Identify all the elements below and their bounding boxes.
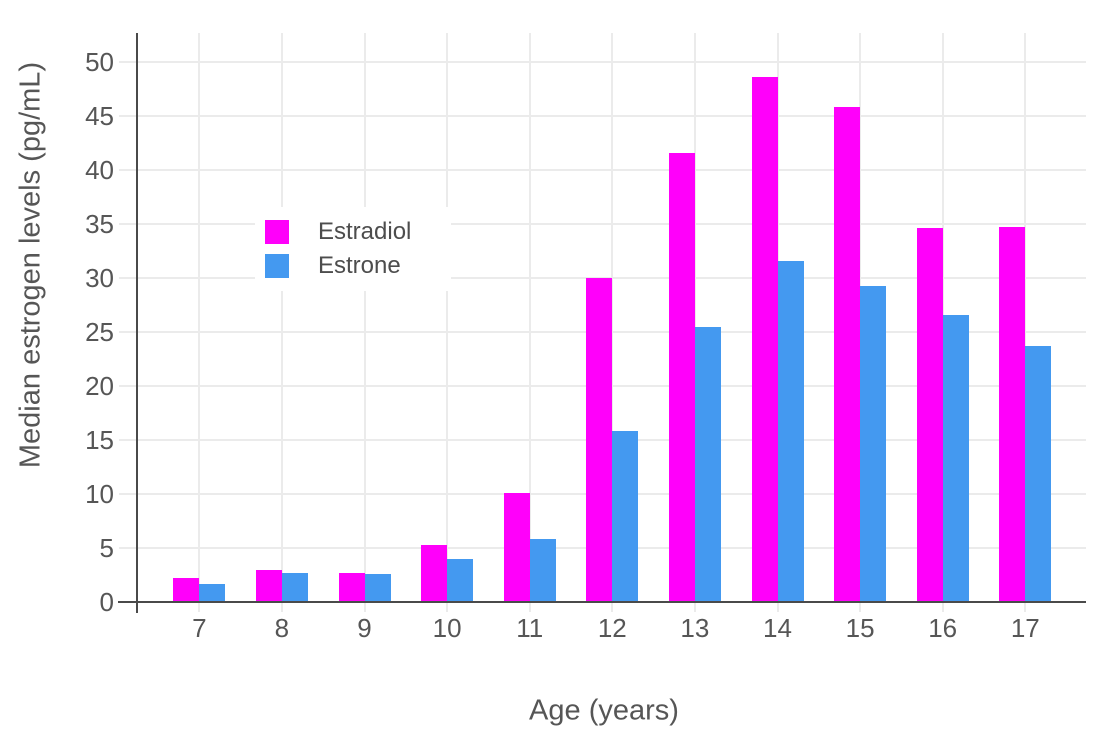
bar-estradiol-10[interactable] <box>421 545 448 602</box>
y-tick-label-0: 0 <box>99 587 114 617</box>
x-gridline-12 <box>611 33 614 602</box>
x-axis-line <box>118 601 1086 603</box>
bar-estradiol-15[interactable] <box>834 107 861 602</box>
bar-estrone-12[interactable] <box>612 431 639 602</box>
legend-swatch-estradiol-icon <box>265 220 289 244</box>
x-gridline-11 <box>528 33 531 602</box>
y-tick-label-10: 10 <box>85 479 114 510</box>
bar-estrone-8[interactable] <box>281 573 308 602</box>
y-tick-50 <box>119 61 137 64</box>
x-gridline-9 <box>363 33 366 602</box>
x-tick-9 <box>363 602 366 612</box>
y-tick-20 <box>119 385 137 388</box>
bar-estradiol-16[interactable] <box>916 228 943 602</box>
x-axis-title: Age (years) <box>529 694 679 727</box>
x-tick-12 <box>611 602 614 612</box>
y-tick-label-50: 50 <box>85 47 114 78</box>
x-tick-7 <box>198 602 201 612</box>
y-tick-30 <box>119 277 137 280</box>
bar-estrone-16[interactable] <box>942 315 969 602</box>
x-tick-13 <box>693 602 696 612</box>
y-axis-title: Median estrogen levels (pg/mL) <box>14 61 47 469</box>
legend-item-estrone[interactable]: Estrone <box>265 249 451 283</box>
bar-estradiol-17[interactable] <box>999 227 1026 602</box>
x-tick-label-17: 17 <box>1010 613 1040 643</box>
x-gridline-10 <box>446 33 449 602</box>
bar-estrone-11[interactable] <box>529 539 556 602</box>
y-tick-5 <box>119 547 137 550</box>
x-tick-17 <box>1024 602 1027 612</box>
x-tick-14 <box>776 602 779 612</box>
plot-area: 0 5 10 15 20 25 30 35 40 45 50 7 8 9 10 11 12 13 14 15 16 17 <box>85 33 1086 643</box>
bar-estrone-7[interactable] <box>199 584 226 602</box>
x-gridline-13 <box>693 33 696 602</box>
x-tick-16 <box>941 602 944 612</box>
bar-estrone-17[interactable] <box>1025 346 1052 602</box>
bar-estradiol-7[interactable] <box>173 578 200 602</box>
x-tick-15 <box>859 602 862 612</box>
x-tick-11 <box>528 602 531 612</box>
bar-estradiol-12[interactable] <box>586 278 613 602</box>
bar-estrone-9[interactable] <box>364 574 391 602</box>
bar-estrone-10[interactable] <box>447 559 474 602</box>
x-tick-label-7: 7 <box>192 613 207 643</box>
x-tick-label-16: 16 <box>928 613 958 643</box>
legend: Estradiol Estrone <box>255 207 451 291</box>
x-gridline-8 <box>280 33 283 602</box>
bar-estrone-15[interactable] <box>860 286 887 602</box>
bar-estrone-14[interactable] <box>777 261 804 602</box>
y-tick-10 <box>119 493 137 496</box>
x-tick-10 <box>446 602 449 612</box>
y-tick-label-45: 45 <box>85 101 114 132</box>
y-axis-line <box>136 33 138 613</box>
legend-label-estradiol: Estradiol <box>318 218 412 245</box>
bar-estradiol-14[interactable] <box>751 77 778 602</box>
x-tick-8 <box>280 602 283 612</box>
legend-swatch-estrone-icon <box>265 254 289 278</box>
y-tick-label-20: 20 <box>85 371 114 402</box>
y-tick-label-5: 5 <box>99 533 114 564</box>
y-tick-label-35: 35 <box>85 209 114 240</box>
x-gridline-17 <box>1024 33 1027 602</box>
y-tick-35 <box>119 223 137 226</box>
x-tick-label-10: 10 <box>432 613 462 643</box>
x-gridline-7 <box>198 33 201 602</box>
x-tick-label-11: 11 <box>516 613 544 643</box>
bar-estradiol-9[interactable] <box>338 573 365 602</box>
bar-estradiol-8[interactable] <box>255 570 282 602</box>
y-tick-45 <box>119 115 137 118</box>
y-tick-label-15: 15 <box>85 425 114 456</box>
x-tick-label-13: 13 <box>680 613 710 643</box>
legend-item-estradiol[interactable]: Estradiol <box>265 215 451 249</box>
y-tick-label-30: 30 <box>85 263 114 294</box>
y-tick-25 <box>119 331 137 334</box>
y-tick-label-25: 25 <box>85 317 114 348</box>
y-tick-40 <box>119 169 137 172</box>
bar-estradiol-13[interactable] <box>668 153 695 602</box>
x-tick-label-14: 14 <box>763 613 792 643</box>
x-tick-label-12: 12 <box>597 613 627 643</box>
x-tick-label-15: 15 <box>845 613 875 643</box>
x-tick-label-8: 8 <box>274 613 290 643</box>
y-tick-15 <box>119 439 137 442</box>
legend-label-estrone: Estrone <box>318 252 401 279</box>
bar-estrone-13[interactable] <box>694 327 721 602</box>
y-tick-label-40: 40 <box>85 155 114 186</box>
x-tick-label-9: 9 <box>357 613 372 643</box>
bar-estradiol-11[interactable] <box>503 493 530 602</box>
